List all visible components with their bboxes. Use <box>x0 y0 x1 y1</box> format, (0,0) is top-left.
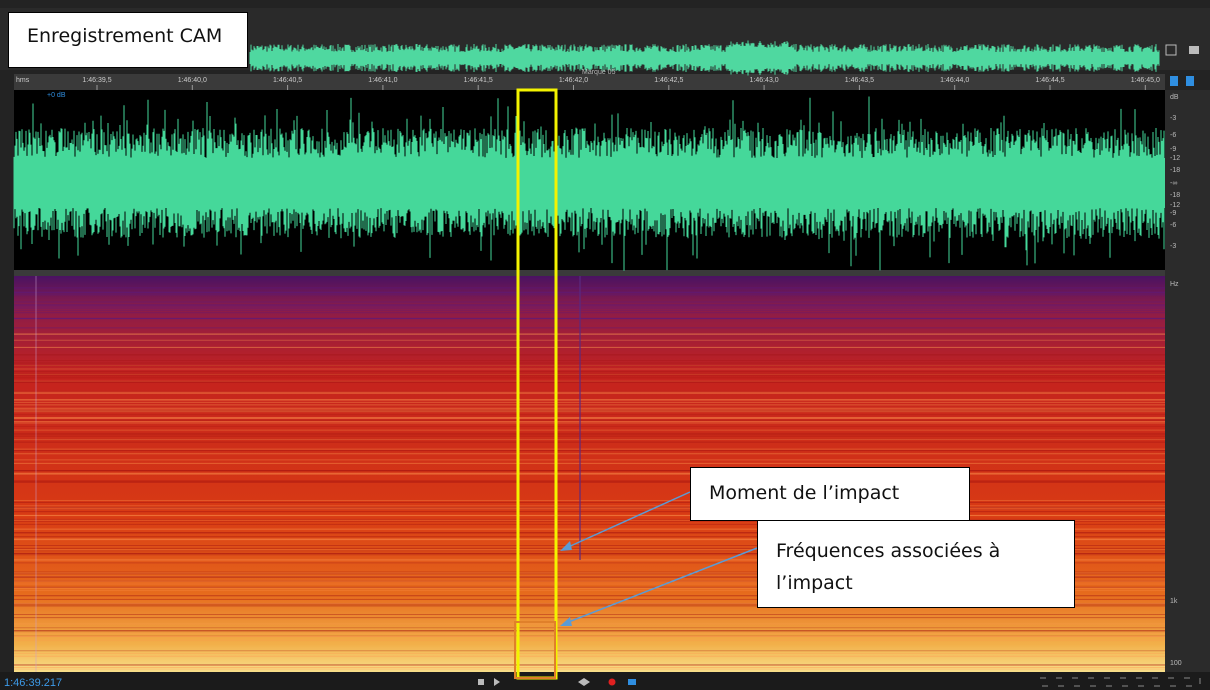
ruler-label: 1:46:41,0 <box>368 77 397 84</box>
ruler-label: 1:46:43,5 <box>845 77 874 84</box>
db-scale-label: dB <box>1170 94 1179 101</box>
db-scale-label: -12 <box>1170 202 1180 209</box>
db-scale-label: -18 <box>1170 192 1180 199</box>
ruler-label: 1:46:42,0 <box>559 77 588 84</box>
db-scale-label: -18 <box>1170 167 1180 174</box>
ruler-label: 1:46:41,5 <box>464 77 493 84</box>
ruler-label: 1:46:42,5 <box>654 77 683 84</box>
gain-label[interactable]: +0 dB <box>47 92 66 99</box>
db-scale-label: -3 <box>1170 115 1176 122</box>
ruler-label: 1:46:44,5 <box>1035 77 1064 84</box>
waveform-core <box>14 158 1165 208</box>
ruler-label: 1:46:43,0 <box>749 77 778 84</box>
ruler-label: 1:46:45,0 <box>1131 77 1160 84</box>
annotation-frequencies: Fréquences associées à l’impact <box>757 520 1075 608</box>
db-scale-label: -6 <box>1170 132 1176 139</box>
loop-button[interactable] <box>628 679 636 685</box>
db-scale-label: -12 <box>1170 155 1180 162</box>
ruler-unit: hms <box>16 77 30 84</box>
db-scale-label: -9 <box>1170 146 1176 153</box>
hz-scale-label: 100 <box>1170 660 1182 667</box>
annotation-impact: Moment de l’impact <box>690 467 970 521</box>
db-scale-label: -∞ <box>1170 180 1177 187</box>
ruler-label: 1:46:39,5 <box>82 77 111 84</box>
panel-divider <box>14 270 1165 276</box>
hz-scale-label: 1k <box>1170 598 1178 605</box>
menu-icon[interactable] <box>1189 46 1199 54</box>
stop-button[interactable] <box>478 679 484 685</box>
audio-editor-screenshot: hms Marque 05 +0 dB 1:46:39,5 1:46:40,0 1:… <box>0 0 1210 690</box>
snap-icon[interactable] <box>1170 76 1178 86</box>
hz-scale-label: Hz <box>1170 281 1179 288</box>
title-box: Enregistrement CAM <box>8 12 248 68</box>
ruler-label: 1:46:44,0 <box>940 77 969 84</box>
db-scale-label: -9 <box>1170 210 1176 217</box>
vertical-scale <box>1165 90 1210 672</box>
ruler-label: 1:46:40,5 <box>273 77 302 84</box>
ruler-label: 1:46:40,0 <box>178 77 207 84</box>
record-button[interactable] <box>609 679 616 686</box>
db-scale-label: -3 <box>1170 243 1176 250</box>
current-time: 1:46:39.217 <box>4 677 62 689</box>
marker-label: Marque 05 <box>582 69 616 76</box>
marker-icon[interactable] <box>1186 76 1194 86</box>
db-scale-label: -6 <box>1170 222 1176 229</box>
transport-bar <box>0 672 1210 690</box>
